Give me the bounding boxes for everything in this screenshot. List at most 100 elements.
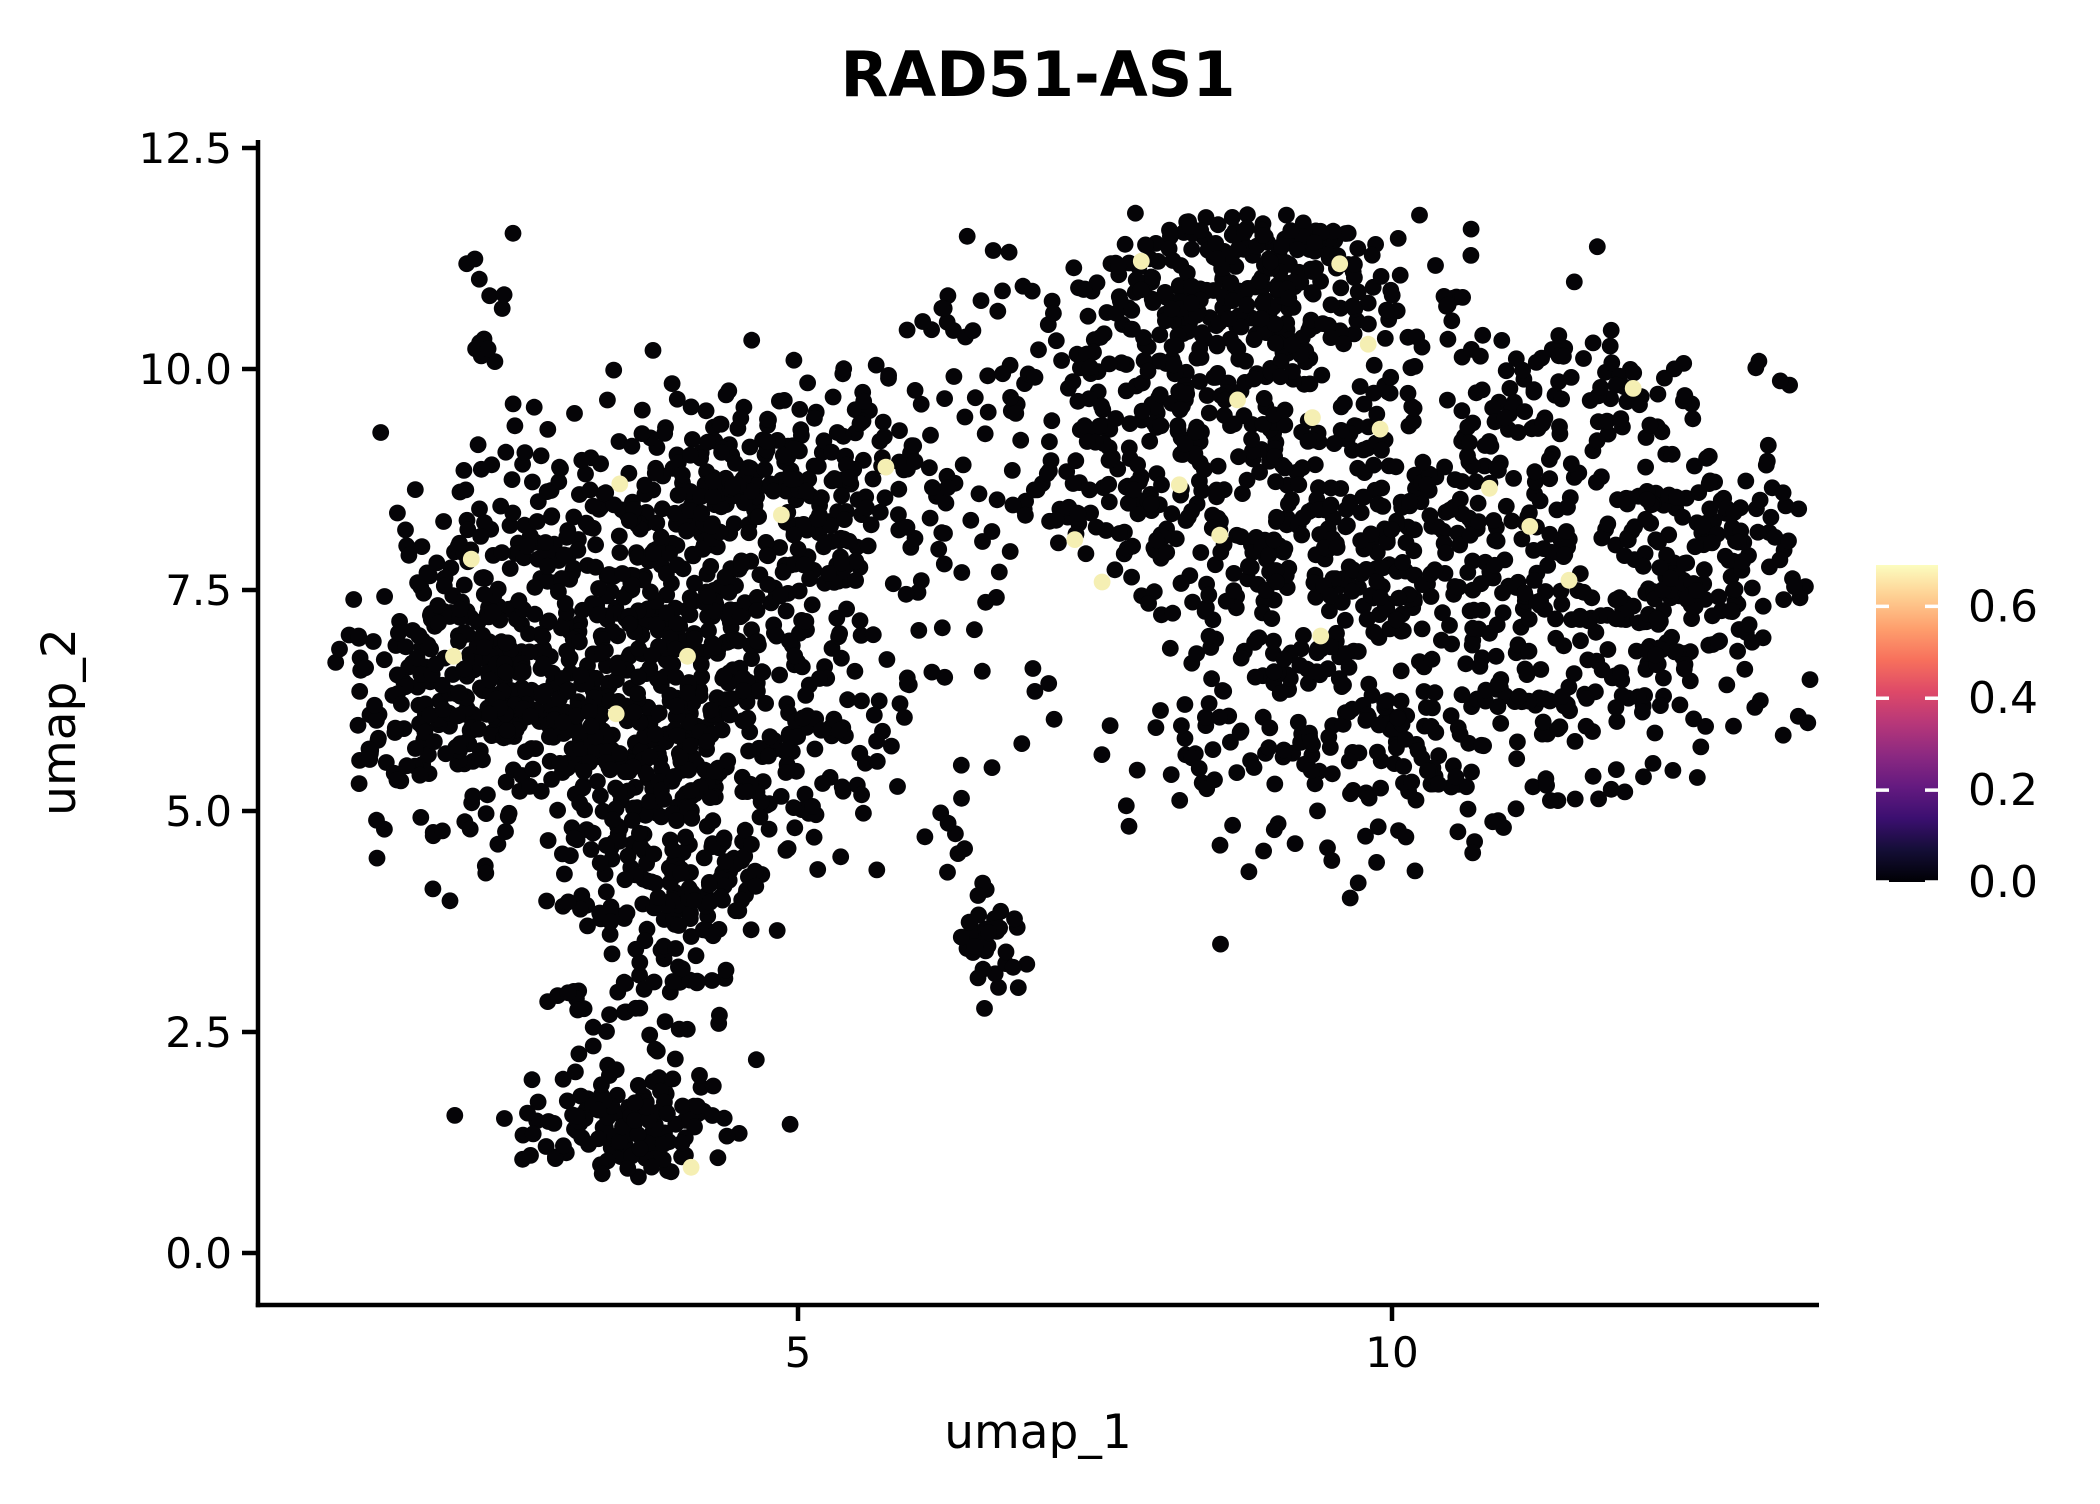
cell-point (1301, 375, 1319, 393)
cell-point (1332, 422, 1350, 439)
cell-point (1231, 724, 1249, 741)
cell-point (952, 928, 970, 946)
cell-point (1349, 240, 1367, 257)
cell-point (682, 782, 700, 799)
cell-point (749, 633, 766, 650)
cell-point (1345, 325, 1363, 343)
cell-point (517, 682, 534, 700)
cell-point (1391, 266, 1409, 284)
cell-point (1340, 659, 1358, 676)
cell-point (1394, 554, 1411, 571)
cell-point (1342, 785, 1359, 803)
cell-point (990, 563, 1008, 581)
cell-point (1230, 448, 1247, 466)
cell-point (1442, 707, 1460, 725)
cell-point (1043, 292, 1061, 310)
cell-point (1534, 713, 1552, 731)
cell-point (429, 597, 447, 614)
cell-point (804, 798, 821, 815)
cell-point (921, 509, 939, 527)
cell-point (1599, 515, 1617, 533)
cell-point (495, 286, 513, 304)
cell-point (1106, 561, 1124, 579)
cell-point (1531, 492, 1549, 510)
cell-point (569, 723, 586, 741)
cell-point (1494, 584, 1511, 602)
cell-point (1200, 695, 1218, 712)
cell-point (611, 544, 629, 561)
cell-point (1532, 661, 1550, 678)
cell-point (510, 592, 528, 610)
cell-point (1358, 610, 1376, 628)
cell-point (461, 820, 479, 838)
cell-point (703, 517, 720, 535)
cell-point (1165, 356, 1183, 374)
x-tick-label: 10 (1365, 1328, 1418, 1377)
cell-point (1132, 281, 1150, 299)
cell-point (835, 360, 853, 378)
cell-point (534, 628, 552, 646)
cell-point (953, 789, 970, 807)
cell-point (1026, 368, 1044, 386)
cell-point (1684, 410, 1702, 428)
cell-point (397, 638, 415, 656)
cell-point (1602, 321, 1620, 339)
cell-point (1433, 631, 1450, 649)
cell-point (1700, 475, 1718, 492)
cell-point (1635, 768, 1652, 786)
cell-point (1079, 307, 1097, 325)
cell-point (875, 428, 893, 446)
cell-point (1107, 410, 1125, 427)
cell-point (1167, 337, 1185, 354)
cell-point (742, 482, 760, 500)
expressing-cell-point (1359, 335, 1377, 353)
cell-point (525, 398, 543, 416)
cell-point (1117, 797, 1135, 815)
cell-point (1521, 504, 1538, 522)
cell-point (771, 666, 788, 684)
cell-point (1634, 557, 1652, 575)
cell-point (577, 465, 594, 483)
cell-point (729, 632, 747, 650)
cell-point (1664, 762, 1682, 779)
cell-point (587, 558, 604, 576)
cell-point (581, 481, 599, 499)
cell-point (1368, 573, 1386, 590)
cell-point (1335, 335, 1352, 353)
cell-point (1406, 862, 1424, 880)
cell-point (1238, 296, 1256, 314)
cell-point (677, 828, 694, 846)
cell-point (730, 902, 748, 920)
cell-point (1397, 534, 1415, 551)
cell-point (772, 587, 789, 605)
cell-point (554, 713, 572, 731)
cell-point (758, 433, 776, 450)
cell-point (1439, 330, 1457, 348)
cell-point (681, 606, 699, 624)
cell-point (1668, 488, 1685, 506)
cell-point (697, 402, 715, 420)
cell-point (1562, 369, 1580, 386)
colorbar-tick-label: 0.2 (1968, 765, 2038, 816)
cell-point (368, 811, 385, 829)
cell-point (1290, 476, 1308, 494)
cell-point (1383, 521, 1400, 538)
cell-point (1206, 771, 1223, 789)
cell-point (1426, 684, 1444, 702)
cell-point (691, 1067, 708, 1084)
cell-point (1520, 610, 1538, 628)
cell-point (1133, 402, 1151, 420)
cell-point (1365, 356, 1383, 374)
cell-point (833, 487, 850, 505)
cell-point (980, 924, 997, 942)
cell-point (611, 1133, 629, 1150)
cell-point (933, 619, 951, 637)
cell-point (974, 533, 991, 550)
cell-point (389, 504, 406, 522)
cell-point (345, 591, 363, 608)
cell-point (1209, 216, 1227, 234)
expressing-cell-point (607, 705, 625, 723)
cell-point (529, 1093, 547, 1111)
cell-point (1789, 707, 1807, 725)
cell-point (528, 513, 546, 530)
